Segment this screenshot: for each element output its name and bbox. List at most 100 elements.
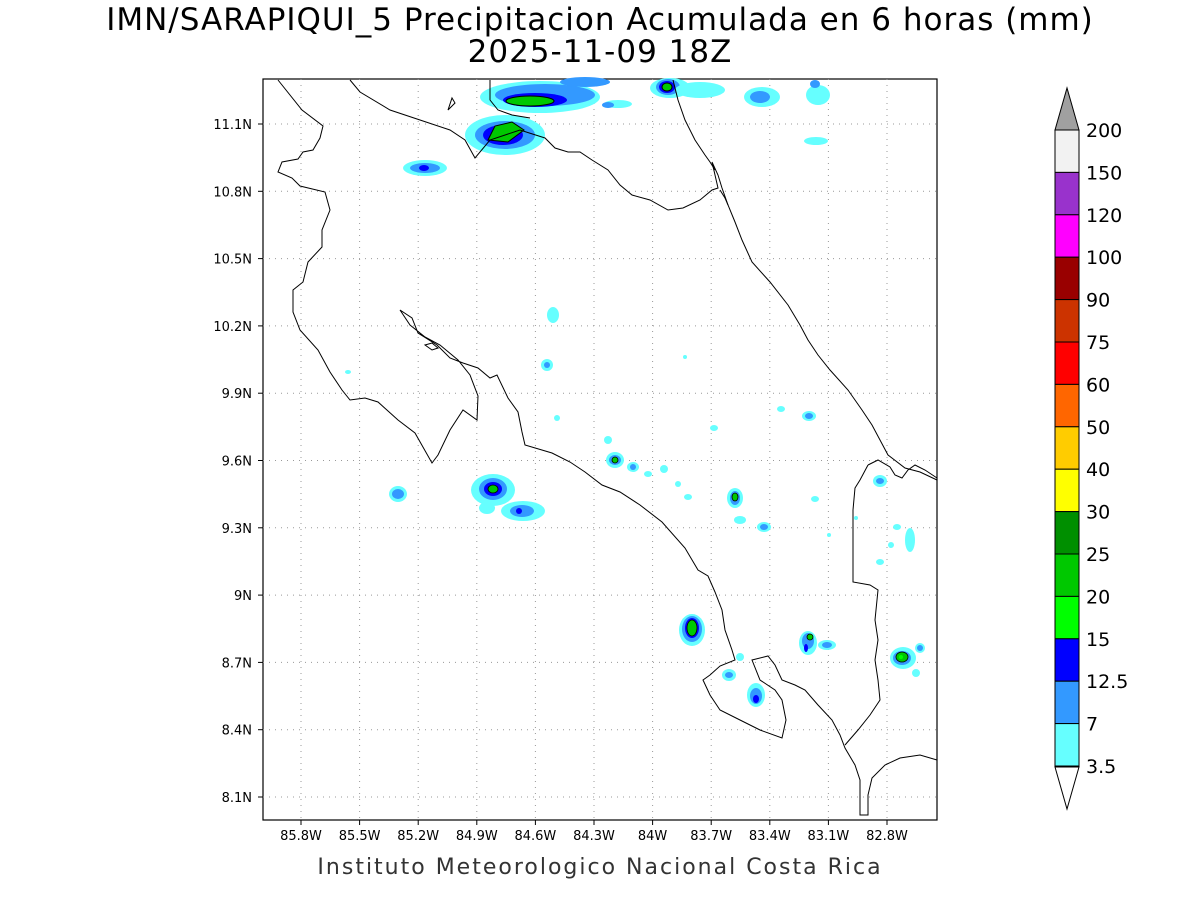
precip-green xyxy=(686,619,698,637)
lon-tick-label: 85.2W xyxy=(397,829,439,844)
precip-cyan xyxy=(736,653,744,661)
border-panama xyxy=(844,464,881,746)
colorbar-label: 40 xyxy=(1086,459,1110,481)
latitude-tick-labels: 11.1N 10.8N 10.5N 10.2N 9.9N 9.6N 9.3N 9N 8.7N 8.… xyxy=(213,118,252,806)
lat-tick-label: 9.9N xyxy=(222,387,252,402)
island-gulf xyxy=(423,342,440,351)
precip-green xyxy=(611,456,619,464)
colorbar-swatch xyxy=(1054,723,1080,767)
footer-credit: Instituto Meteorologico Nacional Costa R… xyxy=(317,855,883,880)
colorbar-label: 90 xyxy=(1086,290,1110,312)
precip-cyan xyxy=(912,669,920,677)
lon-tick-label: 84.6W xyxy=(514,829,556,844)
colorbar-label: 25 xyxy=(1086,544,1110,566)
colorbar-labels: 200 150 120 100 90 75 60 50 40 30 25 20 15 12.5 7 3.5 xyxy=(1086,120,1128,778)
lat-tick-label: 8.4N xyxy=(222,724,252,739)
precip-green xyxy=(806,633,814,641)
colorbar-label: 7 xyxy=(1086,714,1098,736)
precip-cyan xyxy=(547,307,559,323)
lon-tick-label: 82.8W xyxy=(866,829,908,844)
precip-green xyxy=(487,484,499,494)
lat-tick-label: 9N xyxy=(234,589,252,604)
lon-tick-label: 83.1W xyxy=(807,829,849,844)
precip-lightgreen xyxy=(899,655,903,659)
colorbar-label: 150 xyxy=(1086,162,1122,184)
lon-tick-label: 84.9W xyxy=(456,829,498,844)
precip-green xyxy=(487,121,525,143)
coastlines xyxy=(277,79,938,816)
precip-blue xyxy=(516,508,522,514)
pacific-coastline xyxy=(277,79,938,816)
precip-cyan xyxy=(710,425,718,431)
lat-tick-label: 8.7N xyxy=(222,656,252,671)
lon-tick-label: 85.8W xyxy=(280,829,322,844)
lon-tick-label: 84.3W xyxy=(573,829,615,844)
colorbar-label: 200 xyxy=(1086,120,1122,142)
precip-cyan xyxy=(827,533,831,537)
precip-cyan xyxy=(479,502,495,514)
precip-cyan xyxy=(888,542,894,548)
colorbar-label: 3.5 xyxy=(1086,756,1116,778)
map-frame xyxy=(262,78,938,821)
colorbar-bottom-arrow xyxy=(1054,766,1080,811)
precip-lightblue xyxy=(810,80,820,88)
caribbean-coastline xyxy=(349,79,938,481)
lat-tick-label: 8.1N xyxy=(222,791,252,806)
precip-lightblue xyxy=(876,478,884,484)
colorbar-swatch xyxy=(1054,595,1080,640)
precip-blue xyxy=(753,695,759,703)
colorbar-swatch xyxy=(1054,299,1080,343)
lat-tick-label: 11.1N xyxy=(213,118,252,133)
colorbar-label: 30 xyxy=(1086,502,1110,524)
colorbar-label: 120 xyxy=(1086,205,1122,227)
colorbar-label: 20 xyxy=(1086,586,1110,608)
border-nicaragua-north xyxy=(489,80,531,119)
colorbar-label: 60 xyxy=(1086,374,1110,396)
coast-detail xyxy=(719,189,729,206)
precip-cyan xyxy=(684,494,692,500)
colorbar-swatch xyxy=(1054,383,1080,428)
precip-lightblue xyxy=(760,524,768,530)
precip-cyan xyxy=(811,496,819,502)
colorbar-swatch xyxy=(1054,256,1080,301)
colorbar-boxes xyxy=(1054,129,1080,767)
lat-tick-label: 10.8N xyxy=(213,185,252,200)
precip-lightblue xyxy=(750,91,770,103)
precip-cyan xyxy=(675,481,681,487)
precip-lightblue xyxy=(392,489,404,499)
colorbar-swatch xyxy=(1054,680,1080,725)
colorbar-swatch xyxy=(1054,468,1080,513)
precip-lightblue xyxy=(805,413,813,419)
colorbar-swatch xyxy=(1054,426,1080,470)
border-north-east xyxy=(672,79,716,171)
precip-lightblue xyxy=(544,362,550,368)
precip-lightblue xyxy=(725,672,733,678)
map-title: IMN/SARAPIQUI_5 Precipitacion Acumulada … xyxy=(106,2,1094,38)
precip-lightblue xyxy=(917,645,923,651)
colorbar-label: 12.5 xyxy=(1086,671,1128,693)
precip-cyan xyxy=(905,528,915,552)
colorbar: 200 150 120 100 90 75 60 50 40 30 25 20 15 12.5 7 3.5 xyxy=(1054,86,1128,811)
precip-cyan xyxy=(806,85,830,105)
colorbar-swatch xyxy=(1054,638,1080,682)
colorbar-label: 50 xyxy=(1086,417,1110,439)
colorbar-top-arrow xyxy=(1054,86,1080,131)
precip-cyan xyxy=(876,559,884,565)
precip-cyan xyxy=(777,406,785,412)
precip-lightblue xyxy=(822,642,832,648)
lon-tick-label: 83.4W xyxy=(749,829,791,844)
precip-lightblue xyxy=(560,77,610,87)
map-subtitle-date: 2025-11-09 18Z xyxy=(467,34,733,70)
precip-green xyxy=(505,95,555,107)
longitude-tick-labels: 85.8W 85.5W 85.2W 84.9W 84.6W 84.3W 84W 83.7W 83… xyxy=(280,829,908,844)
colorbar-swatch xyxy=(1054,129,1080,173)
colorbar-swatch xyxy=(1054,511,1080,555)
precip-cyan xyxy=(854,516,858,520)
precip-cyan xyxy=(804,137,828,145)
lon-tick-label: 84W xyxy=(638,829,668,844)
precip-cyan xyxy=(683,355,687,359)
lon-tick-label: 83.7W xyxy=(690,829,732,844)
precip-cyan xyxy=(644,471,652,477)
precip-green xyxy=(661,82,673,92)
